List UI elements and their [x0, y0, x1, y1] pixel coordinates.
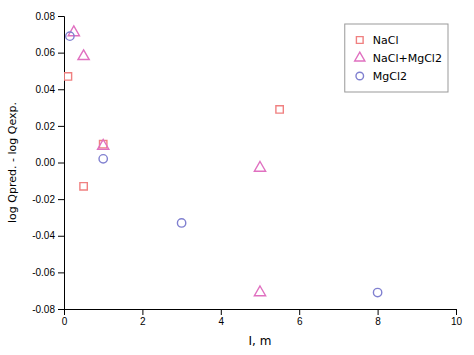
axis-line: [58, 17, 65, 310]
legend-label: NaCl+MgCl2: [373, 52, 442, 65]
series: [64, 73, 283, 190]
point: [254, 286, 265, 296]
axis-line: [65, 310, 457, 316]
series: [66, 32, 382, 297]
tick: 0.06: [36, 47, 64, 58]
tick-label: -0.08: [32, 304, 55, 315]
tick: 0: [62, 309, 68, 327]
tick: 0.04: [36, 84, 64, 95]
tick-mark: [58, 53, 64, 54]
points: [64, 26, 382, 297]
point: [98, 140, 109, 150]
series: [68, 26, 265, 296]
point: [64, 73, 71, 80]
point: [177, 219, 185, 227]
tick: 0.00: [36, 157, 64, 168]
tick-label: 0.04: [36, 84, 56, 95]
plot: 0 2 4 6 8 10 -0.08 -0.06 -0.04 -0.02 0.00 0.02 0.04 0…: [32, 11, 462, 327]
point: [99, 155, 107, 163]
tick: 0.02: [36, 121, 64, 132]
legend-symbol: [356, 37, 363, 44]
legend-symbol: [355, 52, 365, 61]
tick-label: 0: [62, 316, 68, 327]
tick-label: 0.02: [36, 121, 56, 132]
tick-mark: [58, 236, 64, 237]
tick-mark: [58, 309, 64, 310]
point: [78, 50, 89, 60]
x-axis: 0 2 4 6 8 10: [62, 309, 463, 327]
legend-item: MgCl2: [356, 70, 407, 83]
tick-label: -0.06: [32, 267, 55, 278]
point: [66, 32, 74, 40]
legend-label: MgCl2: [373, 70, 407, 83]
tick-mark: [142, 309, 143, 315]
tick-mark: [58, 199, 64, 200]
tick-label: 2: [140, 316, 146, 327]
legend-item: NaCl+MgCl2: [355, 52, 442, 65]
tick-label: 10: [451, 316, 463, 327]
legend-symbol: [356, 72, 364, 80]
tick: 0.08: [36, 11, 64, 22]
legend-label: NaCl: [373, 34, 399, 47]
tick-mark: [378, 309, 379, 315]
point: [80, 183, 87, 190]
tick: 2: [140, 309, 146, 327]
tick-mark: [58, 163, 64, 164]
point: [276, 106, 283, 113]
tick-label: 0.06: [36, 47, 56, 58]
tick: -0.02: [32, 194, 64, 205]
tick: 4: [219, 309, 225, 327]
tick: 10: [451, 309, 463, 327]
tick-mark: [58, 126, 64, 127]
tick-mark: [299, 309, 300, 315]
tick-label: 4: [219, 316, 225, 327]
y-axis: -0.08 -0.06 -0.04 -0.02 0.00 0.02 0.04 0.06 0.08: [32, 11, 64, 315]
tick-label: 0.00: [36, 157, 56, 168]
tick: -0.06: [32, 267, 64, 278]
tick: -0.08: [32, 304, 64, 315]
tick-mark: [456, 309, 457, 315]
y-axis-title: log Qpred. - log Qexp.: [6, 102, 19, 223]
legend-box: [345, 24, 448, 92]
tick-label: -0.02: [32, 194, 55, 205]
x-axis-title: I, m: [249, 334, 272, 348]
tick-mark: [221, 309, 222, 315]
tick-label: 8: [375, 316, 381, 327]
tick-label: 6: [297, 316, 303, 327]
point: [373, 288, 381, 296]
tick: 6: [297, 309, 303, 327]
legend-item: NaCl: [356, 34, 398, 47]
legend: NaCl NaCl+MgCl2 MgCl2: [345, 24, 448, 92]
tick-mark: [58, 272, 64, 273]
point: [254, 161, 265, 171]
chart: 0 2 4 6 8 10 -0.08 -0.06 -0.04 -0.02 0.00 0.02 0.04 0…: [0, 0, 474, 355]
tick-mark: [58, 16, 64, 17]
tick: -0.04: [32, 230, 64, 241]
tick-mark: [58, 89, 64, 90]
tick: 8: [375, 309, 381, 327]
tick-label: 0.08: [36, 11, 56, 22]
tick-label: -0.04: [32, 230, 55, 241]
